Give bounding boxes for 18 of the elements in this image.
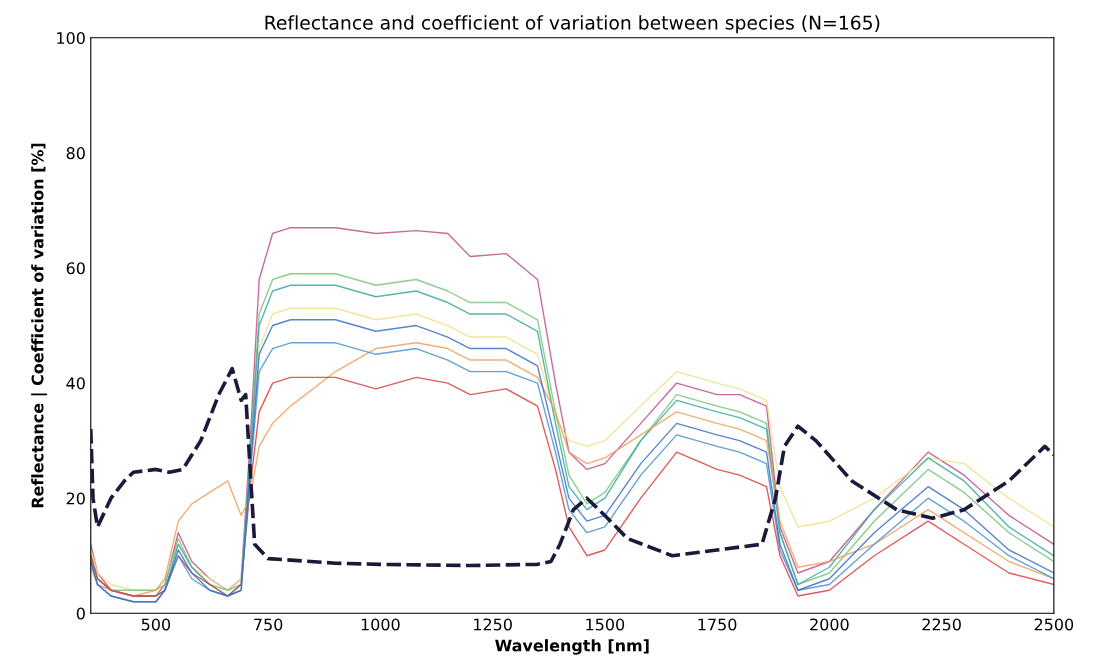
y-tick-label: 80 xyxy=(66,147,85,160)
y-tick-label: 40 xyxy=(66,377,85,390)
chart-title: Reflectance and coefficient of variation between species (N=165) xyxy=(265,15,880,34)
x-tick-label: 2000 xyxy=(810,618,849,631)
x-tick-label: 1250 xyxy=(474,618,512,631)
x-tick-label: 500 xyxy=(141,618,171,631)
x-tick-label: 1750 xyxy=(698,618,737,631)
y-tick-label: 60 xyxy=(66,262,85,275)
y-tick-label: 100 xyxy=(57,32,85,45)
y-tick-label: 0 xyxy=(76,607,85,620)
x-axis-title: Wavelength [nm] xyxy=(495,639,649,655)
x-tick-label: 1500 xyxy=(586,618,625,631)
x-tick-label: 2500 xyxy=(1034,618,1074,631)
x-tick-label: 2250 xyxy=(922,618,961,631)
y-tick-label: 20 xyxy=(66,492,85,505)
x-tick-label: 750 xyxy=(254,618,283,631)
y-axis-title: Reflectance | Coefficient of variation [%] xyxy=(31,143,48,508)
x-tick-label: 1000 xyxy=(361,618,400,631)
